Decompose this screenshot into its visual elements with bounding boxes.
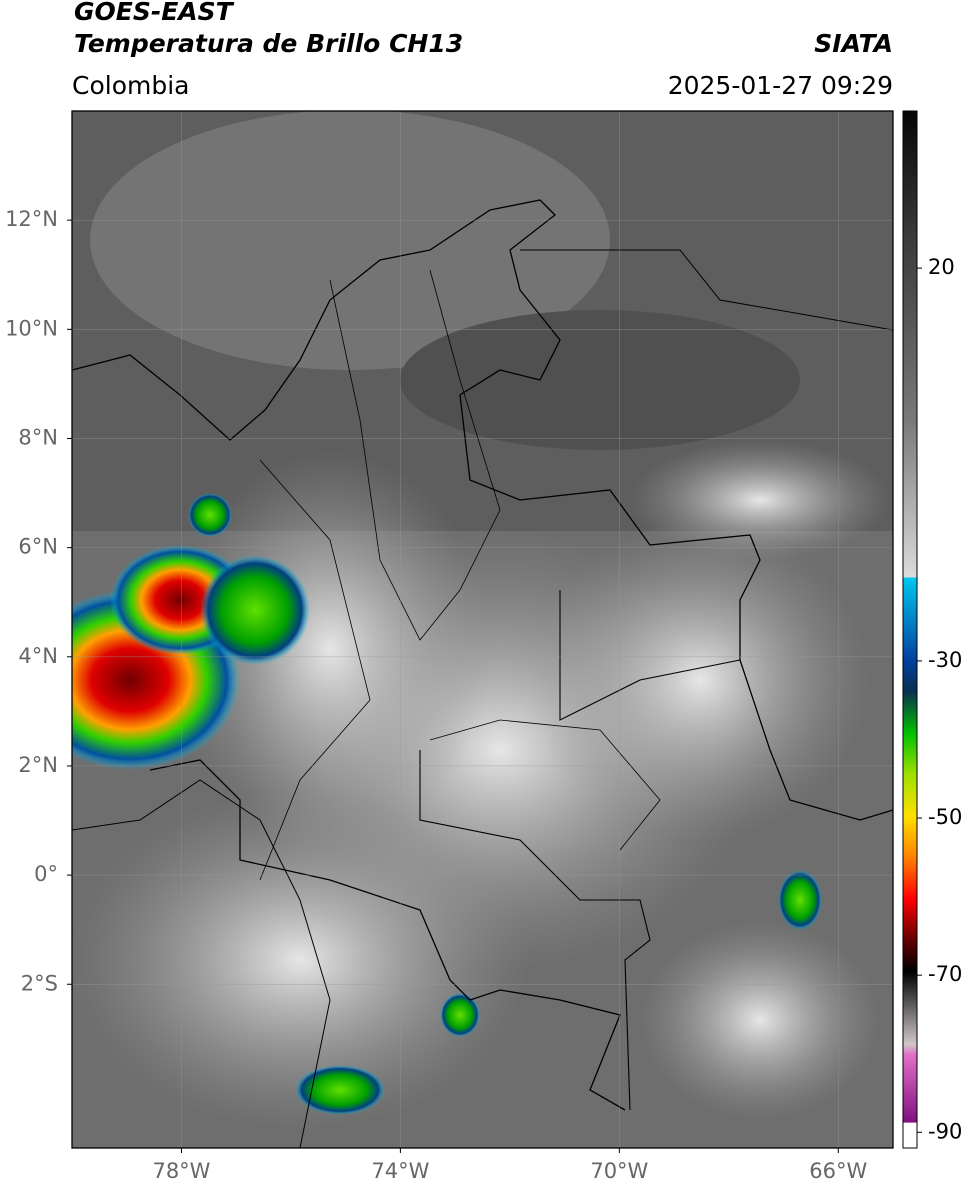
x-tick-label: 78°W (152, 1159, 210, 1183)
colorbar-tick-label: -70 (928, 962, 962, 986)
y-tick-label: 2°N (18, 753, 58, 777)
map-frame (71, 110, 894, 1149)
x-tick-label: 66°W (809, 1159, 867, 1183)
y-tick-label: 6°N (18, 535, 58, 559)
colorbar-tick-label: -90 (928, 1119, 962, 1143)
colorbar (902, 110, 918, 1149)
y-tick-label: 2°S (21, 971, 58, 995)
y-tick-label: 4°N (18, 644, 58, 668)
colorbar-tick-label: 20 (928, 255, 955, 279)
subtitle: Temperatura de Brillo CH13 (74, 29, 463, 58)
y-tick-label: 12°N (5, 207, 58, 231)
y-tick-label: 0° (34, 862, 58, 886)
timestamp: 2025-01-27 09:29 (668, 71, 893, 100)
imagery (72, 111, 893, 1148)
x-tick-label: 70°W (590, 1159, 648, 1183)
title: GOES-EAST (74, 0, 235, 26)
graticule (72, 111, 893, 1148)
source: SIATA (814, 29, 893, 58)
y-tick-label: 8°N (18, 425, 58, 449)
colorbar-tick-label: -30 (928, 648, 962, 672)
region: Colombia (72, 71, 189, 100)
y-tick-label: 10°N (5, 316, 58, 340)
colorbar-tick-label: -50 (928, 805, 962, 829)
x-tick-label: 74°W (371, 1159, 429, 1183)
